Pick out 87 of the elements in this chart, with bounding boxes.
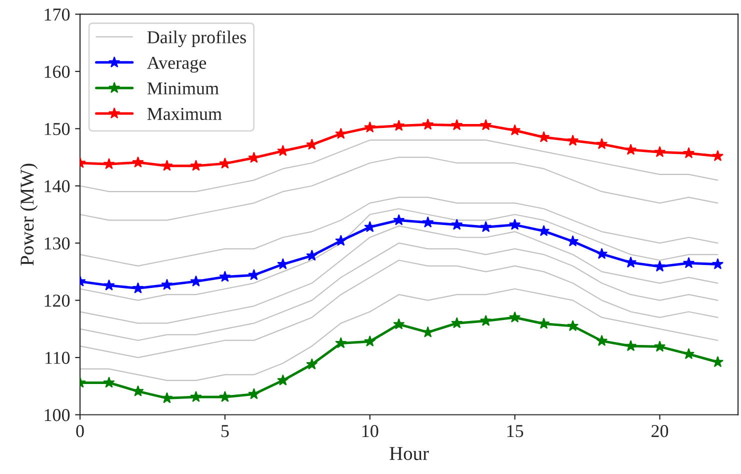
y-tick-label: 100: [44, 409, 70, 422]
point: [596, 334, 608, 346]
point: [103, 158, 115, 170]
point: [538, 318, 550, 329]
x-tick-label: 0: [76, 424, 84, 438]
point: [306, 358, 318, 370]
point: [393, 120, 405, 131]
point: [624, 340, 637, 352]
y-tick-label: 160: [44, 66, 70, 78]
point: [335, 337, 347, 348]
point: [682, 147, 695, 158]
point: [538, 225, 550, 236]
point: [480, 221, 492, 232]
y-axis-title: Power (MW): [20, 164, 38, 266]
line-series: [80, 196, 718, 267]
point: [277, 374, 289, 386]
point: [480, 314, 492, 326]
point: [596, 138, 608, 150]
y-tick-label: 120: [44, 294, 70, 307]
point: [682, 348, 695, 360]
point: [509, 311, 521, 322]
point: [306, 250, 318, 261]
point: [654, 146, 666, 158]
point: [248, 152, 260, 163]
point: [480, 119, 492, 130]
line-series: [80, 156, 718, 221]
point: [132, 156, 144, 168]
point: [103, 279, 115, 290]
x-tick-label: 5: [222, 425, 229, 438]
point: [364, 221, 376, 232]
line-series: [80, 288, 718, 381]
point: [712, 356, 724, 368]
point: [451, 119, 463, 130]
legend-label: Daily profiles: [147, 30, 246, 48]
point: [654, 340, 666, 352]
point: [306, 138, 318, 150]
point: [132, 282, 144, 294]
line-series: [80, 242, 718, 341]
line-series: [80, 260, 718, 358]
point: [190, 160, 202, 171]
x-tick-label: 15: [507, 425, 524, 438]
point: [451, 218, 463, 230]
point: [596, 248, 608, 259]
legend-label: Maximum: [147, 108, 222, 120]
point: [248, 269, 260, 280]
point: [567, 134, 579, 146]
point: [364, 121, 376, 133]
point: [161, 278, 173, 290]
legend-label: Average: [147, 56, 206, 73]
point: [422, 216, 434, 228]
point: [682, 257, 695, 268]
point: [219, 390, 231, 402]
point: [248, 388, 260, 400]
point: [103, 376, 115, 388]
y-tick-label: 130: [44, 237, 70, 250]
point: [422, 118, 434, 130]
point: [190, 390, 202, 402]
point: [654, 260, 666, 272]
point: [190, 275, 202, 286]
y-tick-label: 110: [45, 352, 70, 364]
point: [624, 144, 637, 155]
point: [219, 270, 231, 282]
x-tick-label: 20: [652, 424, 668, 438]
point: [161, 392, 173, 404]
point: [393, 318, 405, 330]
point: [712, 258, 724, 270]
point: [219, 157, 231, 169]
y-tick-label: 150: [44, 122, 70, 136]
line-series: [80, 140, 718, 192]
legend-label: Minimum: [147, 82, 219, 94]
point: [364, 335, 376, 347]
y-tick-label: 170: [44, 8, 70, 21]
x-axis-title: Hour: [390, 447, 429, 460]
point: [567, 320, 579, 332]
point: [161, 160, 173, 171]
point: [451, 317, 463, 328]
line-series: [80, 208, 718, 301]
point: [393, 214, 405, 226]
point: [335, 234, 347, 246]
point: [712, 150, 724, 162]
point: [567, 235, 579, 246]
point: [277, 144, 289, 156]
point: [509, 124, 521, 136]
point: [509, 218, 521, 230]
y-tick-label: 140: [44, 180, 70, 192]
point: [335, 128, 347, 139]
x-tick-label: 10: [362, 424, 378, 438]
